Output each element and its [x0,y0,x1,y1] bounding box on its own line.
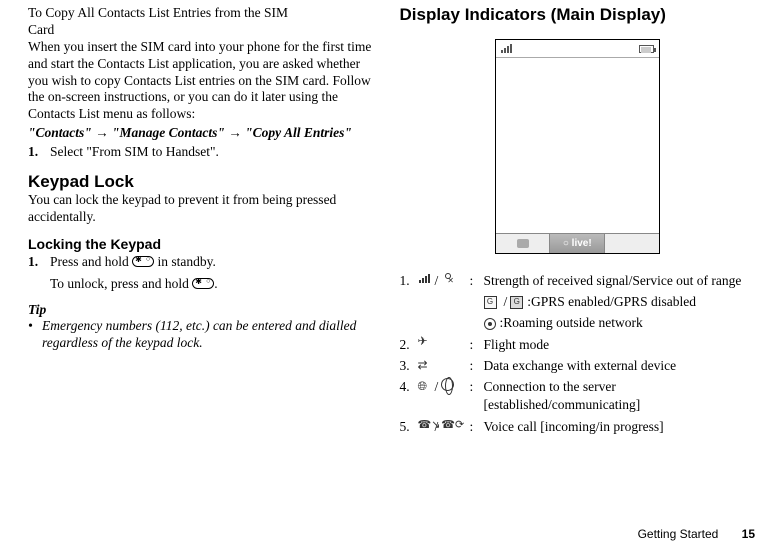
lock-step-1-text-a: Press and hold [50,254,132,269]
indicator-3-num: 3. [400,357,418,375]
phone-mock: ○ live! [495,39,660,254]
softkey-middle: ○ live! [549,234,605,253]
indicator-4-desc: Connection to the server [established/co… [484,378,756,414]
indicator-2-icons [418,336,470,354]
footer-section: Getting Started [638,527,719,541]
indicator-2-colon: : [470,336,484,354]
left-column: To Copy All Contacts List Entries from t… [28,5,380,439]
indicator-3-icons: ⇄ [418,357,470,375]
menu-arrow-2: → [225,125,245,140]
indicator-4-colon: : [470,378,484,414]
indicator-5-desc: Voice call [incoming/in progress] [484,418,756,436]
slash: / [432,272,442,290]
indicator-5-colon: : [470,418,484,436]
star-key-icon-2 [192,278,214,289]
lock-step-1-text-b: in standby. [154,254,216,269]
lock-step-1-num: 1. [28,254,50,292]
lock-step-1: 1. Press and hold in standby. To unlock,… [28,254,380,292]
indicator-1-icons: / [418,272,470,290]
server-established-icon: 🌐︎ [418,378,432,390]
menu-path: "Contacts" → "Manage Contacts" → "Copy A… [28,125,380,142]
statusbar-battery-icon [639,45,654,53]
server-communicating-icon [441,378,454,391]
bullet-dot: • [28,318,42,352]
indicator-3-desc: Data exchange with external device [484,357,756,375]
tip-body: Emergency numbers (112, etc.) can be ent… [42,318,380,352]
indicator-row-3: 3. ⇄ : Data exchange with external devic… [400,357,756,375]
locking-keypad-heading: Locking the Keypad [28,236,380,252]
indicator-3-colon: : [470,357,484,375]
phone-body [496,58,659,233]
tip-label: Tip [28,302,380,318]
indicator-1-sub-gprs: G / G :GPRS enabled/GPRS disabled [484,293,756,311]
indicator-row-1: 1. / : Strength of received signal/Servi… [400,272,756,290]
data-exchange-icon: ⇄ [418,357,432,369]
menu-path-copyall: "Copy All Entries" [245,125,352,140]
copy-step-1-text: Select "From SIM to Handset". [50,144,380,160]
no-service-icon [441,272,455,286]
indicator-5-icons: ☎︎↘ / ☎︎⟳ [418,418,470,436]
menu-path-manage: "Manage Contacts" [112,125,225,140]
indicator-row-2: 2. : Flight mode [400,336,756,354]
display-indicators-heading: Display Indicators (Main Display) [400,5,756,25]
indicator-4-icons: 🌐︎ / [418,378,470,414]
indicator-4-num: 4. [400,378,418,414]
copy-contacts-title-line1: To Copy All Contacts List Entries from t… [28,5,380,22]
keypad-lock-body: You can lock the keypad to prevent it fr… [28,192,380,226]
lock-step-1-body: Press and hold in standby. To unlock, pr… [50,254,380,292]
indicator-1-colon: : [470,272,484,290]
indicator-1-desc: Strength of received signal/Service out … [484,272,756,290]
softkey-left [496,234,550,253]
softkey-right [605,234,659,253]
indicator-2-num: 2. [400,336,418,354]
signal-bars-icon [418,272,432,284]
right-column: Display Indicators (Main Display) ○ live… [400,5,756,439]
tip-bullet: • Emergency numbers (112, etc.) can be e… [28,318,380,352]
copy-step-1-num: 1. [28,144,50,160]
phone-softkey-bar: ○ live! [496,233,659,253]
indicator-row-5: 5. ☎︎↘ / ☎︎⟳ : Voice call [incoming/in p… [400,418,756,436]
indicator-5-num: 5. [400,418,418,436]
phone-statusbar [496,40,659,58]
roaming-icon [484,314,496,332]
lock-step-1-unlock: To unlock, press and hold . [50,276,380,292]
indicator-list: 1. / : Strength of received signal/Servi… [400,272,756,436]
star-key-icon [132,256,154,267]
indicator-1-sub-gprs-text: :GPRS enabled/GPRS disabled [527,293,696,311]
slash-2: / [501,293,511,311]
indicator-1-sub-roaming-text: Roaming outside network [503,314,642,332]
slash-3: / [432,378,442,396]
menu-path-contacts: "Contacts" [28,125,92,140]
keypad-lock-heading: Keypad Lock [28,172,380,192]
indicator-1-sub-roaming: : Roaming outside network [484,314,756,332]
indicator-row-4: 4. 🌐︎ / : Connection to the server [esta… [400,378,756,414]
call-incoming-icon: ☎︎↘ [418,418,432,430]
copy-contacts-title-line2: Card [28,22,380,39]
indicator-2-desc: Flight mode [484,336,756,354]
phone-mock-wrap: ○ live! [400,39,756,254]
copy-step-1: 1. Select "From SIM to Handset". [28,144,380,160]
gprs-enabled-icon: G [484,293,497,311]
lock-step-1-text-d: . [214,276,217,291]
copy-contacts-body: When you insert the SIM card into your p… [28,39,380,123]
footer-page-number: 15 [742,527,755,541]
call-inprogress-icon: ☎︎⟳ [441,418,455,430]
lock-step-1-text-c: To unlock, press and hold [50,276,192,291]
flight-mode-icon [418,336,432,348]
statusbar-signal-icon [501,44,512,53]
indicator-1-num: 1. [400,272,418,290]
gprs-disabled-icon: G [510,293,523,311]
page-footer: Getting Started 15 [638,527,755,541]
menu-arrow-1: → [92,125,112,140]
